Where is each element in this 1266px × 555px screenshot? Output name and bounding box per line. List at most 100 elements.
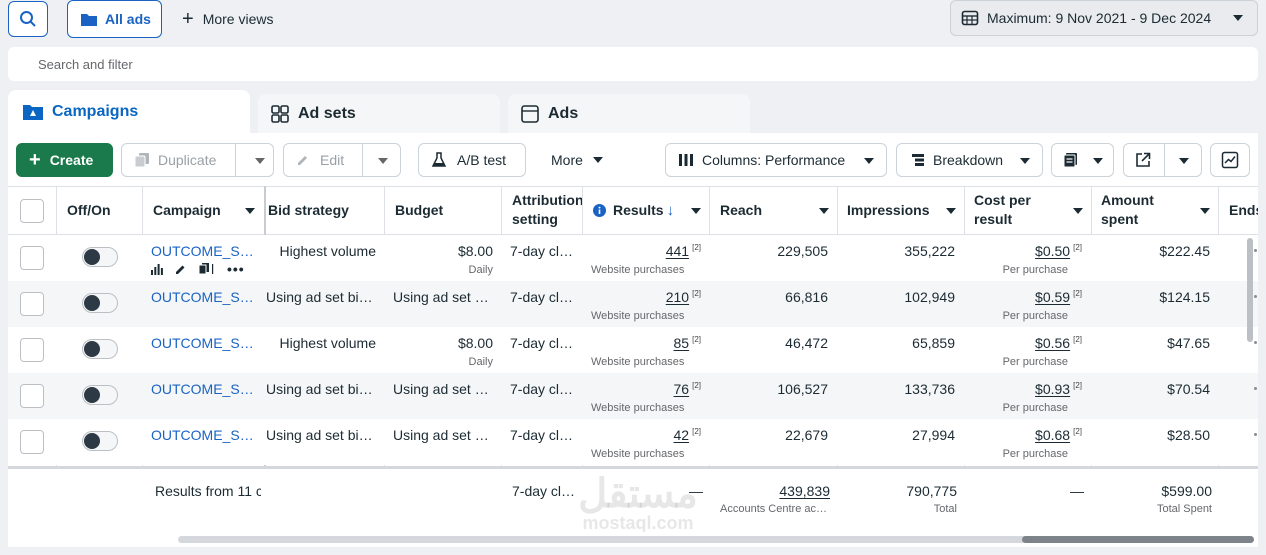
reach-cell: 66,816 <box>785 289 828 305</box>
cpr-footnote: [2] <box>1073 381 1082 391</box>
results-cell[interactable]: 76 [2] <box>591 381 701 397</box>
campaign-name-link[interactable]: OUTCOME_SALES <box>151 335 254 351</box>
table-row: OUTCOME_SALES ••• Highest volume $8.00 Daily… <box>8 235 1258 281</box>
results-value[interactable]: 76 <box>673 381 690 397</box>
sort-down-icon: ↓ <box>666 201 675 219</box>
more-button[interactable]: More <box>551 152 603 168</box>
bid-strategy-cell: Using ad set bid strategy <box>266 427 376 443</box>
results-cell[interactable]: 42 [2] <box>591 427 701 443</box>
row-checkbox[interactable] <box>20 292 44 316</box>
cpr-value[interactable]: $0.50 <box>1035 243 1071 259</box>
cost-per-result-cell[interactable]: $0.56 [2] <box>972 335 1082 351</box>
cost-per-result-cell[interactable]: $0.68 [2] <box>972 427 1082 443</box>
search-filter-bar[interactable]: Search and filter <box>8 47 1258 81</box>
totals-reach[interactable]: 439,839 <box>779 483 830 499</box>
results-cell[interactable]: 85 [2] <box>591 335 701 351</box>
cpr-value[interactable]: $0.56 <box>1035 335 1071 351</box>
header-impressions[interactable]: Impressions <box>847 186 964 234</box>
reports-button[interactable] <box>1051 143 1114 177</box>
campaign-toggle[interactable] <box>82 247 118 267</box>
bar-chart-icon[interactable] <box>151 263 163 275</box>
results-value[interactable]: 42 <box>673 427 690 443</box>
header-bid-strategy[interactable]: Bid strategy <box>268 202 349 218</box>
budget-cell: Using ad set budget <box>393 289 493 305</box>
search-button[interactable] <box>8 1 48 37</box>
cpr-value[interactable]: $0.59 <box>1035 289 1071 305</box>
tab-ads[interactable]: Ads <box>508 94 750 134</box>
campaign-toggle[interactable] <box>82 339 118 359</box>
ads-window-icon <box>521 105 539 123</box>
results-cell[interactable]: 441 [2] <box>591 243 701 259</box>
charts-button[interactable] <box>1210 143 1250 177</box>
create-button[interactable]: + Create <box>16 143 113 177</box>
results-value[interactable]: 441 <box>665 243 690 259</box>
chevron-down-icon[interactable] <box>255 158 265 164</box>
cost-per-result-cell[interactable]: $0.59 [2] <box>972 289 1082 305</box>
chevron-down-icon[interactable] <box>378 158 388 164</box>
budget-cell: $8.00 <box>457 243 493 259</box>
campaign-name-link[interactable]: OUTCOME_SALES <box>151 381 254 397</box>
export-button[interactable] <box>1123 143 1202 177</box>
results-value[interactable]: 85 <box>673 335 690 351</box>
ab-test-button[interactable]: A/B test <box>418 143 526 177</box>
folder-icon <box>81 13 97 26</box>
header-cost-per-result[interactable]: Cost per result <box>974 186 1091 234</box>
totals-reach-sub: Accounts Centre accounts <box>720 503 828 515</box>
results-value[interactable]: 210 <box>665 289 690 305</box>
cpr-sub: Per purchase <box>1002 448 1068 460</box>
edit-button[interactable]: Edit <box>283 143 401 177</box>
tab-campaigns-label: Campaigns <box>52 103 139 120</box>
table-row: OUTCOME_SALES Using ad set bid strategy Us… <box>8 281 1258 327</box>
more-views-button[interactable]: + More views <box>182 9 273 29</box>
header-amount-spent[interactable]: Amount spent <box>1101 186 1218 234</box>
flask-icon <box>431 152 447 167</box>
pencil-icon[interactable] <box>175 263 187 275</box>
bid-strategy-cell: Highest volume <box>279 243 377 259</box>
cost-per-result-cell[interactable]: $0.93 [2] <box>972 381 1082 397</box>
row-checkbox[interactable] <box>20 246 44 270</box>
header-results[interactable]: Results ↓ <box>593 186 709 234</box>
cpr-sub: Per purchase <box>1002 356 1068 368</box>
vertical-scrollbar[interactable] <box>1247 238 1253 342</box>
horizontal-scrollbar-track[interactable] <box>178 536 1254 543</box>
header-reach[interactable]: Reach <box>720 186 837 234</box>
cpr-footnote: [2] <box>1073 243 1082 253</box>
row-checkbox[interactable] <box>20 338 44 362</box>
plus-icon: + <box>182 8 194 30</box>
campaign-toggle[interactable] <box>82 385 118 405</box>
header-attribution[interactable]: Attribution setting <box>512 186 582 234</box>
chevron-down-icon <box>1200 208 1210 214</box>
date-range-picker[interactable]: Maximum: 9 Nov 2021 - 9 Dec 2024 <box>950 0 1258 36</box>
campaign-name-link[interactable]: OUTCOME_SALES <box>151 289 254 305</box>
header-budget[interactable]: Budget <box>395 202 444 218</box>
campaign-name-link[interactable]: OUTCOME_SALES <box>151 243 254 259</box>
row-checkbox[interactable] <box>20 430 44 454</box>
duplicate-label: Duplicate <box>158 152 217 168</box>
results-footnote: [2] <box>692 427 701 437</box>
header-ends[interactable]: Ends <box>1229 202 1258 218</box>
campaign-toggle[interactable] <box>82 293 118 313</box>
tab-ad-sets[interactable]: Ad sets <box>258 94 500 134</box>
amount-spent-cell: $28.50 <box>1167 427 1210 443</box>
amount-spent-cell: $124.15 <box>1159 289 1210 305</box>
calendar-icon <box>961 10 979 26</box>
duplicate-button[interactable]: Duplicate <box>121 143 274 177</box>
tab-campaigns[interactable]: Campaigns <box>8 90 250 134</box>
all-ads-button[interactable]: All ads <box>67 0 162 38</box>
select-all-checkbox[interactable] <box>20 199 44 223</box>
results-cell[interactable]: 210 [2] <box>591 289 701 305</box>
cpr-value[interactable]: $0.68 <box>1035 427 1071 443</box>
horizontal-scrollbar-thumb[interactable] <box>1022 536 1254 543</box>
cost-per-result-cell[interactable]: $0.50 [2] <box>972 243 1082 259</box>
cpr-value[interactable]: $0.93 <box>1035 381 1071 397</box>
campaign-toggle[interactable] <box>82 431 118 451</box>
row-checkbox[interactable] <box>20 384 44 408</box>
duplicate-icon[interactable] <box>199 263 215 275</box>
breakdown-button[interactable]: Breakdown <box>896 143 1043 177</box>
campaign-name-link[interactable]: OUTCOME_SALES <box>151 427 254 443</box>
budget-sub: Daily <box>468 264 493 276</box>
columns-button[interactable]: Columns: Performance <box>665 143 887 177</box>
header-campaign[interactable]: Campaign <box>153 186 263 234</box>
results-sub: Website purchases <box>591 402 685 414</box>
more-options-icon[interactable]: ••• <box>227 261 245 277</box>
